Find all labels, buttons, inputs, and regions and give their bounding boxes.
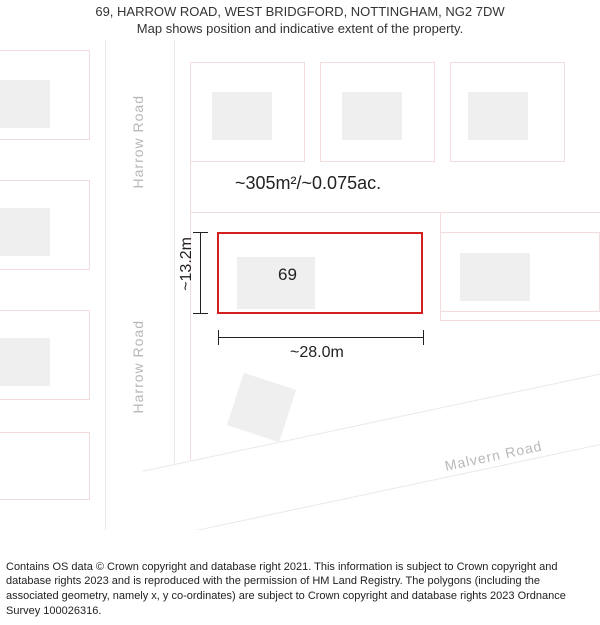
building — [227, 373, 296, 442]
plot-line — [190, 212, 600, 213]
building — [468, 92, 528, 140]
height-dim-tick-b — [193, 313, 208, 314]
building — [212, 92, 272, 140]
address-line: 69, HARROW ROAD, WEST BRIDGFORD, NOTTING… — [0, 4, 600, 21]
copyright-footer: Contains OS data © Crown copyright and d… — [6, 560, 594, 619]
building — [0, 338, 50, 386]
plot-line — [440, 212, 441, 320]
title-block: 69, HARROW ROAD, WEST BRIDGFORD, NOTTING… — [0, 4, 600, 38]
road-label-harrow-2: Harrow Road — [130, 320, 146, 413]
map-canvas: Harrow Road Harrow Road Malvern Road 69 … — [0, 40, 600, 530]
height-dim-tick-t — [193, 232, 208, 233]
height-dim-label: ~13.2m — [178, 237, 196, 291]
building — [460, 253, 530, 301]
map-figure: 69, HARROW ROAD, WEST BRIDGFORD, NOTTING… — [0, 0, 600, 625]
width-dim-tick-r — [423, 330, 424, 345]
plot — [0, 432, 90, 500]
width-dim-label: ~28.0m — [290, 344, 344, 362]
building — [0, 80, 50, 128]
house-number: 69 — [278, 265, 297, 285]
area-label: ~305m²/~0.075ac. — [235, 173, 381, 194]
property-extent — [217, 232, 423, 314]
building — [342, 92, 402, 140]
subtitle-line: Map shows position and indicative extent… — [0, 21, 600, 38]
width-dim-bar — [218, 337, 424, 338]
building — [0, 208, 50, 256]
road-label-harrow-1: Harrow Road — [130, 95, 146, 188]
plot-line — [440, 320, 600, 321]
width-dim-tick-l — [218, 330, 219, 345]
height-dim-bar — [200, 232, 201, 314]
